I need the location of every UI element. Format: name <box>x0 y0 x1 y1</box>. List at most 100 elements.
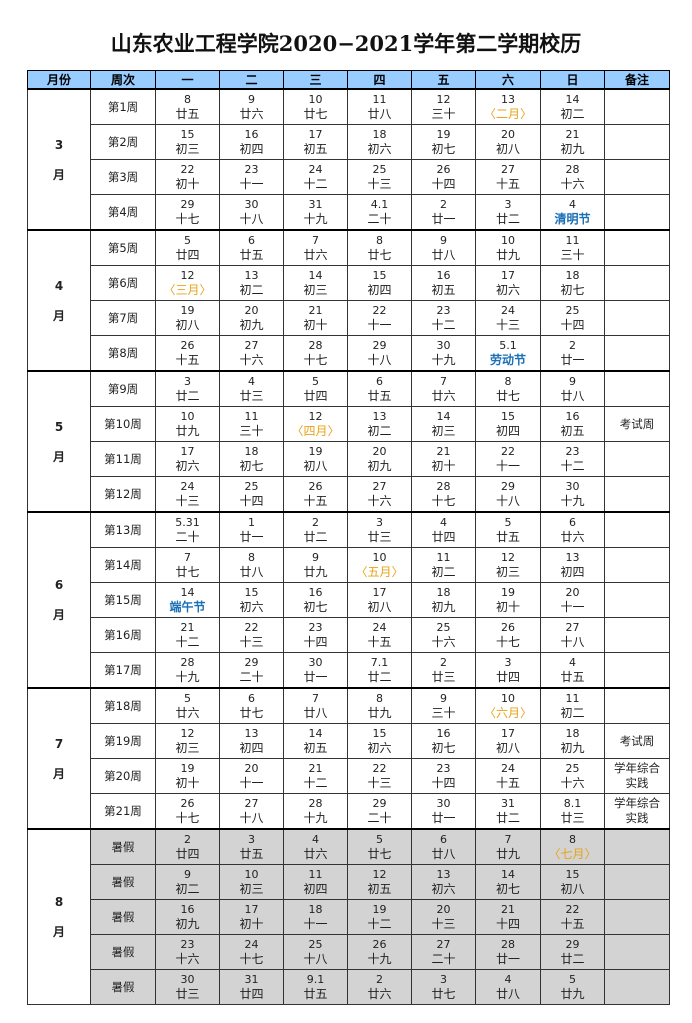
lunar-date: 廿二 <box>175 389 200 403</box>
solar-date: 24 <box>308 163 323 176</box>
lunar-date: 十一 <box>239 177 264 191</box>
day-cell: 14 初五 <box>283 723 348 759</box>
remark-cell <box>604 617 670 653</box>
solar-date: 17 <box>501 727 515 740</box>
lunar-date: 十八 <box>560 635 585 649</box>
week-label: 暑假 <box>90 969 156 1005</box>
lunar-date: 廿八 <box>239 565 264 579</box>
solar-date: 8.1 <box>563 797 582 810</box>
solar-date: 25 <box>436 621 451 634</box>
header-remark: 备注 <box>604 70 670 90</box>
table-row: 暑假 16 初九 17 初十 18 十一 19 十二 20 十三 21 十四 22 十五 <box>28 899 670 935</box>
lunar-date: 十六 <box>367 494 392 508</box>
lunar-date: 廿八 <box>367 107 392 121</box>
solar-date: 14 <box>501 868 515 881</box>
week-label: 第2周 <box>90 124 156 160</box>
lunar-date: 十六 <box>431 635 456 649</box>
day-cell: 17 初八 <box>347 582 412 618</box>
lunar-date: 廿七 <box>367 248 392 262</box>
lunar-date: 廿四 <box>175 248 200 262</box>
lunar-date: 廿一 <box>495 952 520 966</box>
lunar-date: 廿七 <box>495 389 520 403</box>
lunar-date: 初四 <box>239 142 264 156</box>
day-cell: 27 十八 <box>540 617 605 653</box>
lunar-date: 十六 <box>560 177 585 191</box>
lunar-date: 廿五 <box>560 670 585 684</box>
day-cell: 12 初五 <box>347 864 412 900</box>
day-cell: 28 十六 <box>540 159 605 195</box>
month-number: 3 <box>54 137 64 152</box>
week-label: 第15周 <box>90 582 156 618</box>
solar-date: 6 <box>248 692 255 705</box>
remark-cell: 学年综合实践 <box>604 758 670 794</box>
solar-date: 6 <box>440 833 447 846</box>
solar-date: 19 <box>180 762 195 775</box>
lunar-date: 初十 <box>175 776 200 790</box>
day-cell: 20 十三 <box>411 899 476 935</box>
solar-date: 12 <box>501 551 515 564</box>
day-cell: 4 廿四 <box>411 511 476 548</box>
day-cell: 3 廿三 <box>347 511 412 548</box>
day-cell: 26 十四 <box>411 159 476 195</box>
solar-date: 24 <box>501 304 515 317</box>
day-cell: 7.1 廿二 <box>347 652 412 689</box>
table-row: 暑假 30 廿三 31 廿四 9.1 廿五 2 廿六 3 廿七 4 廿八 5 廿九 <box>28 969 670 1005</box>
lunar-month-marker: 〈二月〉 <box>483 107 532 121</box>
solar-date: 27 <box>244 797 259 810</box>
solar-date: 16 <box>308 586 323 599</box>
lunar-date: 廿七 <box>175 565 200 579</box>
day-cell: 22 十三 <box>219 617 284 653</box>
day-cell: 2 廿四 <box>155 828 220 865</box>
lunar-date: 廿五 <box>175 107 200 121</box>
day-cell: 28 十七 <box>411 476 476 513</box>
header-row: 月份 周次 一 二 三 四 五 六 日 备注 <box>27 70 670 90</box>
week-label: 第17周 <box>90 652 156 689</box>
lunar-date: 十一 <box>560 600 585 614</box>
solar-date: 31 <box>244 973 259 986</box>
table-row: 第7周 19 初八 20 初九 21 初十 22 十一 23 十二 24 十三 25 十四 <box>28 300 670 336</box>
solar-date: 16 <box>436 269 451 282</box>
week-label: 第4周 <box>90 194 156 231</box>
day-cell: 24 十七 <box>219 934 284 970</box>
solar-date: 22 <box>501 445 515 458</box>
day-cell: 24 十三 <box>475 300 541 336</box>
lunar-date: 廿九 <box>175 424 200 438</box>
solar-date: 30 <box>436 797 451 810</box>
day-cell: 22 初十 <box>155 159 220 195</box>
remark-cell: 考试周 <box>604 723 670 759</box>
lunar-date: 初三 <box>431 424 456 438</box>
solar-date: 23 <box>244 163 259 176</box>
remark-cell <box>604 159 670 195</box>
table-row: 第4周 29 十七 30 十八 31 十九 4.1 二十 2 廿一 3 廿二 4 清明节 <box>28 194 670 231</box>
lunar-date: 廿八 <box>431 847 456 861</box>
solar-date: 17 <box>308 128 323 141</box>
month-number: 8 <box>54 895 64 909</box>
solar-date: 27 <box>244 339 259 352</box>
lunar-date: 廿四 <box>495 670 520 684</box>
solar-date: 10 <box>501 692 515 705</box>
solar-date: 2 <box>312 516 319 529</box>
solar-date: 28 <box>501 938 515 951</box>
lunar-date: 廿一 <box>560 353 585 367</box>
day-cell: 17 初五 <box>283 124 348 160</box>
solar-date: 17 <box>372 586 387 599</box>
day-cell: 23 十二 <box>540 441 605 477</box>
lunar-date: 初七 <box>431 142 456 156</box>
table-row: 第16周 21 十二 22 十三 23 十四 24 十五 25 十六 26 十七 27 十八 <box>28 617 670 653</box>
solar-date: 24 <box>244 938 259 951</box>
lunar-date: 初九 <box>560 142 585 156</box>
solar-date: 10 <box>244 868 259 881</box>
day-cell: 10 廿九 <box>155 406 220 442</box>
header-tue: 二 <box>219 70 284 90</box>
day-cell: 14 初七 <box>475 864 541 900</box>
day-cell: 2 廿三 <box>411 652 476 689</box>
solar-date: 9 <box>440 692 447 705</box>
month-number: 5 <box>54 419 64 434</box>
lunar-month-marker: 〈四月〉 <box>291 424 340 438</box>
day-cell: 8.1 廿三 <box>540 793 605 830</box>
lunar-date: 初二 <box>560 706 585 720</box>
day-cell: 25 十八 <box>283 934 348 970</box>
lunar-date: 十二 <box>303 776 328 790</box>
day-cell: 6 廿五 <box>219 229 284 266</box>
